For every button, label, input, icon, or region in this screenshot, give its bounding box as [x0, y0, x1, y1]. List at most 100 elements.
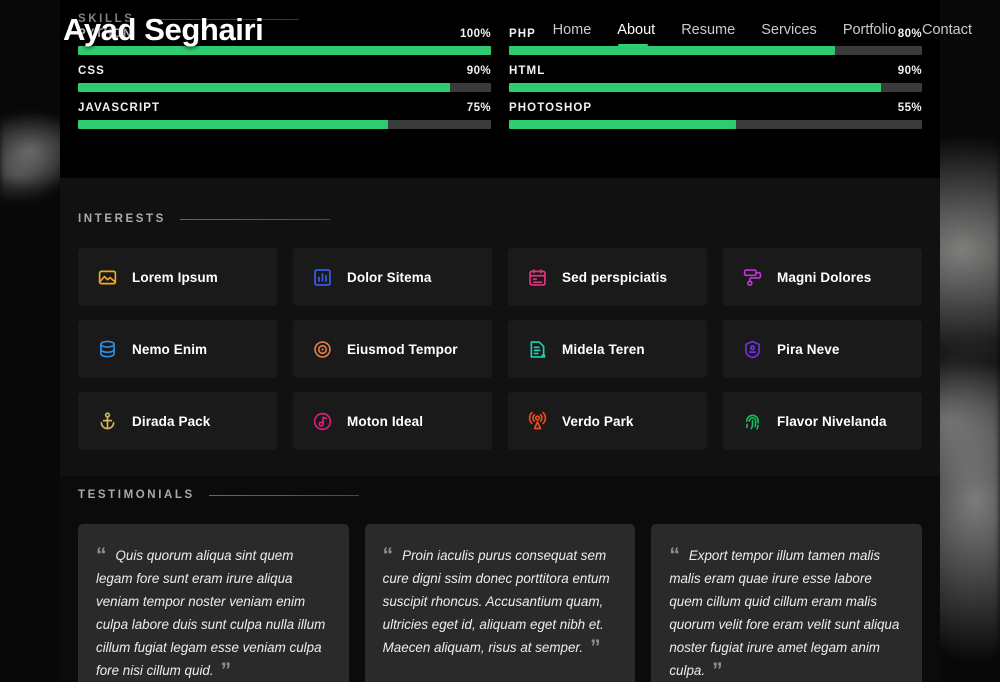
skill-progress-track [78, 120, 491, 129]
main-navigation: Home About Resume Services Portfolio Contact [553, 22, 972, 46]
skill-name: PHP [509, 28, 536, 40]
skills-section-title: SKILLS [78, 13, 135, 25]
testimonial-body: Proin iaculis purus consequat sem cure d… [382, 548, 610, 656]
skill-percent: 55% [897, 102, 922, 114]
skill-progress-track [78, 46, 491, 55]
calendar-icon [526, 266, 548, 288]
interests-heading-rule [179, 218, 330, 220]
nav-link-portfolio[interactable]: Portfolio [842, 22, 897, 38]
skill-progress-fill [78, 46, 491, 55]
testimonials-section: TESTIMONIALS “Quis quorum aliqua sint qu… [60, 476, 940, 682]
database-icon [96, 338, 118, 360]
skills-heading: SKILLS [78, 10, 922, 28]
quote-open-icon: “ [96, 544, 107, 567]
skills-section: SKILLS PYTHON 100% PHP 80% CSS 90% HTML 90% JAVA… [60, 0, 940, 129]
skill-percent: 80% [897, 28, 922, 40]
brand-name: Ayad Seghairi [63, 12, 264, 47]
skill-name: CSS [78, 65, 105, 77]
interest-card[interactable]: Magni Dolores [723, 248, 922, 306]
skill-progress-track [509, 46, 922, 55]
image-icon [96, 266, 118, 288]
music-disc-icon [311, 410, 333, 432]
anchor-icon [96, 410, 118, 432]
interest-card[interactable]: Dirada Pack [78, 392, 277, 450]
interest-card[interactable]: Moton Ideal [293, 392, 492, 450]
interest-card[interactable]: Midela Teren [508, 320, 707, 378]
skill-progress-track [509, 120, 922, 129]
interest-label: Moton Ideal [347, 413, 424, 429]
interest-card[interactable]: Nemo Enim [78, 320, 277, 378]
interest-label: Lorem Ipsum [132, 269, 218, 285]
interest-card[interactable]: Dolor Sitema [293, 248, 492, 306]
interest-card[interactable]: Lorem Ipsum [78, 248, 277, 306]
interest-label: Sed perspiciatis [562, 269, 668, 285]
quote-close-icon: ” [220, 659, 232, 682]
interest-label: Magni Dolores [777, 269, 872, 285]
skills-heading-rule [148, 18, 299, 20]
skill-progress-fill [509, 83, 881, 92]
bar-chart-icon [311, 266, 333, 288]
skill-name: PYTHON [78, 28, 133, 40]
testimonials-grid: “Quis quorum aliqua sint quem legam fore… [78, 524, 922, 682]
skill-progress-fill [78, 120, 388, 129]
testimonial-text: “Export tempor illum tamen malis malis e… [669, 544, 904, 682]
skill-item: JAVASCRIPT 75% [78, 102, 491, 129]
skills-grid: PYTHON 100% PHP 80% CSS 90% HTML 90% JAVASCRIPT 7… [78, 28, 922, 129]
broadcast-icon [526, 410, 548, 432]
interests-grid: Lorem Ipsum Dolor Sitema Sed perspiciatis M… [78, 248, 922, 450]
interest-card[interactable]: Flavor Nivelanda [723, 392, 922, 450]
skill-percent: 90% [897, 65, 922, 77]
skill-percent: 100% [459, 28, 491, 40]
interest-label: Verdo Park [562, 413, 634, 429]
skill-progress-fill [509, 46, 836, 55]
testimonial-body: Export tempor illum tamen malis malis er… [669, 548, 900, 679]
testimonials-heading-rule [208, 494, 359, 496]
skill-progress-fill [509, 120, 737, 129]
nav-link-home[interactable]: Home [552, 22, 592, 38]
fingerprint-icon [741, 410, 763, 432]
testimonials-heading: TESTIMONIALS [78, 486, 922, 504]
skill-item: PHOTOSHOP 55% [509, 102, 922, 129]
testimonials-section-title: TESTIMONIALS [78, 489, 195, 501]
quote-open-icon: “ [669, 544, 680, 567]
nav-link-services[interactable]: Services [761, 22, 817, 38]
testimonial-card: “Proin iaculis purus consequat sem cure … [364, 524, 636, 682]
paint-roller-icon [741, 266, 763, 288]
interest-card[interactable]: Verdo Park [508, 392, 707, 450]
skill-item: PHP 80% [509, 28, 922, 55]
nav-link-contact[interactable]: Contact [922, 22, 972, 38]
quote-close-icon: ” [712, 659, 723, 682]
interest-label: Nemo Enim [132, 341, 208, 357]
skill-item: PYTHON 100% [78, 28, 491, 55]
nav-link-resume[interactable]: Resume [681, 22, 736, 38]
content-column: SKILLS PYTHON 100% PHP 80% CSS 90% HTML 90% JAVA… [60, 0, 940, 682]
interest-card[interactable]: Sed perspiciatis [508, 248, 707, 306]
testimonial-card: “Quis quorum aliqua sint quem legam fore… [78, 524, 349, 682]
skill-name: JAVASCRIPT [78, 102, 161, 114]
interest-label: Dolor Sitema [347, 269, 432, 285]
testimonial-text: “Quis quorum aliqua sint quem legam fore… [96, 544, 331, 682]
interest-label: Eiusmod Tempor [347, 341, 458, 357]
skill-percent: 75% [466, 102, 491, 114]
quote-open-icon: “ [382, 544, 394, 567]
quote-close-icon: ” [590, 636, 601, 660]
skill-progress-track [78, 83, 491, 92]
skill-name: PHOTOSHOP [509, 102, 593, 114]
interest-label: Pira Neve [777, 341, 840, 357]
site-header: Ayad Seghairi Home About Resume Services Por… [0, 0, 1000, 62]
interest-card[interactable]: Eiusmod Tempor [293, 320, 492, 378]
testimonial-card: “Export tempor illum tamen malis malis e… [651, 524, 922, 682]
badge-icon [741, 338, 763, 360]
interest-card[interactable]: Pira Neve [723, 320, 922, 378]
interest-label: Dirada Pack [132, 413, 211, 429]
skill-percent: 90% [466, 65, 491, 77]
target-icon [311, 338, 333, 360]
skill-progress-fill [78, 83, 450, 92]
interests-heading: INTERESTS [78, 210, 922, 228]
nav-link-about[interactable]: About [617, 22, 655, 46]
skill-progress-track [509, 83, 922, 92]
interests-section: INTERESTS Lorem Ipsum Dolor Sitema Sed per… [60, 178, 940, 450]
interests-section-title: INTERESTS [78, 213, 166, 225]
testimonial-text: “Proin iaculis purus consequat sem cure … [383, 544, 618, 659]
